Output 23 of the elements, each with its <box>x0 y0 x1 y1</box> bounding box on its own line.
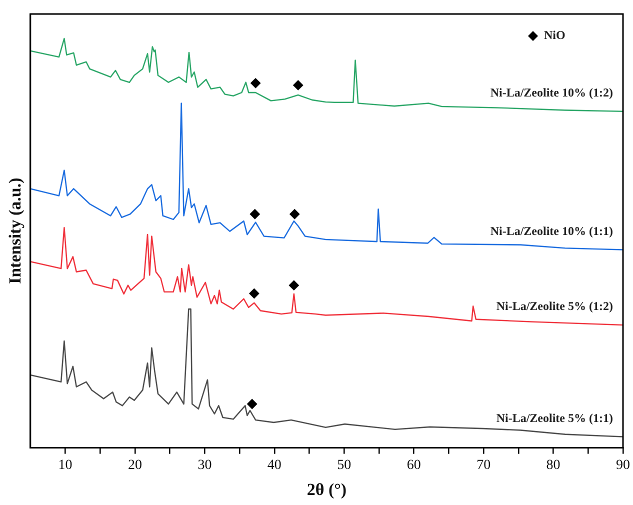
y-axis-title: Intensity (a.u.) <box>6 178 25 284</box>
series-label: Ni-La/Zeolite 10% (1:1) <box>490 224 613 238</box>
x-tick-label: 30 <box>198 458 212 473</box>
series-label: Ni-La/Zeolite 5% (1:2) <box>496 299 613 314</box>
x-tick-label: 70 <box>476 458 491 473</box>
x-tick-label: 60 <box>406 458 421 473</box>
series-label: Ni-La/Zeolite 10% (1:2) <box>490 85 613 100</box>
point <box>293 80 304 90</box>
x-axis-title: 2θ (°) <box>306 480 347 500</box>
legend-label: NiO <box>544 28 566 42</box>
point <box>249 288 260 299</box>
point <box>250 78 261 88</box>
x-tick-label: 80 <box>546 458 560 473</box>
x-tick-label: 20 <box>128 458 142 473</box>
point <box>290 209 300 220</box>
x-tick-label: 10 <box>58 458 72 473</box>
point <box>247 399 258 410</box>
point <box>250 209 260 220</box>
x-tick-label: 90 <box>616 458 630 473</box>
x-tick-label: 40 <box>267 458 282 473</box>
series-label: Ni-La/Zeolite 5% (1:1) <box>496 410 613 425</box>
x-tick-label: 50 <box>337 458 352 473</box>
point <box>288 280 299 290</box>
